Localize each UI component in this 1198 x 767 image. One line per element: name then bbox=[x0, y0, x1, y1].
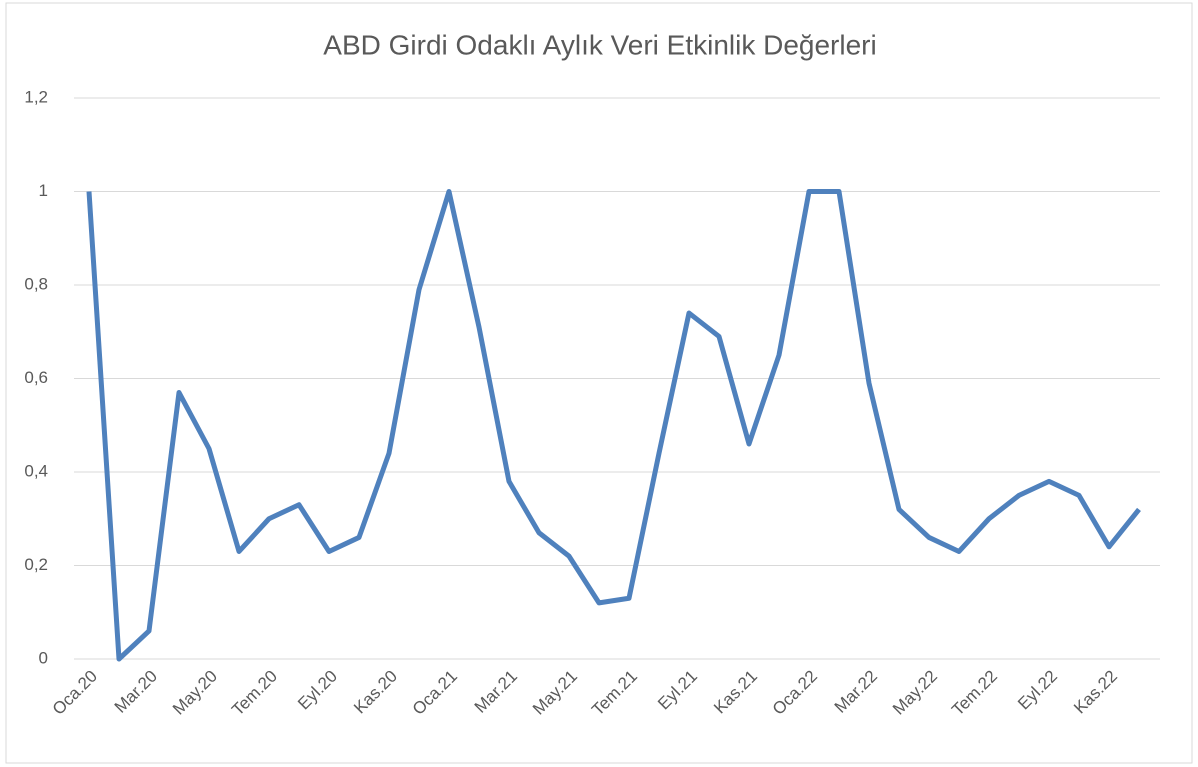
line-series bbox=[86, 189, 1141, 662]
chart-border bbox=[5, 2, 1193, 764]
chart-title: ABD Girdi Odaklı Aylık Veri Etkinlik Değ… bbox=[323, 29, 876, 60]
y-tick-label: 0 bbox=[39, 648, 48, 667]
y-tick-label: 1 bbox=[39, 181, 48, 200]
y-tick-label: 0,4 bbox=[24, 461, 48, 480]
y-tick-label: 1,2 bbox=[24, 87, 48, 106]
y-tick-label: 0,8 bbox=[24, 274, 48, 293]
y-tick-label: 0,6 bbox=[24, 368, 48, 387]
y-tick-label: 0,2 bbox=[24, 555, 48, 574]
